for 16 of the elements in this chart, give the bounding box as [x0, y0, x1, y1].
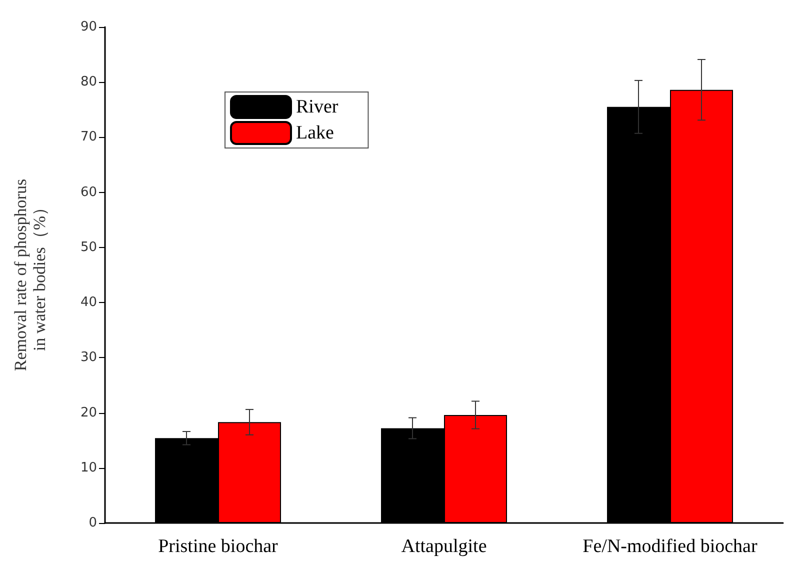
y-tick-label: 70	[80, 130, 97, 145]
x-tick-label: Pristine biochar	[158, 536, 279, 557]
y-tick-label: 50	[80, 240, 97, 255]
y-axis-title: Removal rate of phosphorus in water bodies（%）	[11, 178, 49, 372]
y-tick-label: 20	[80, 405, 97, 420]
legend-label: River	[296, 96, 339, 118]
x-tick-label: Attapulgite	[401, 536, 487, 557]
y-tick-label: 60	[80, 184, 97, 200]
y-tick-label: 0	[88, 516, 97, 530]
legend-label: Lake	[296, 122, 334, 144]
y-tick-label: 40	[80, 295, 97, 310]
x-tick-label: Fe/N-modified biochar	[582, 536, 758, 557]
y-tick-label: 90	[80, 20, 97, 34]
y-tick-label: 30	[80, 350, 97, 366]
y-tick-label: 80	[80, 74, 97, 90]
y-tick-label: 10	[80, 460, 97, 476]
